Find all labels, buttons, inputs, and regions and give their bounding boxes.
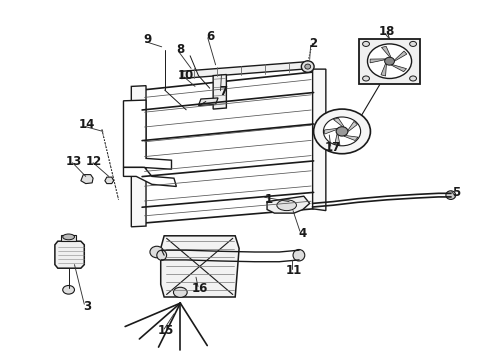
Text: 17: 17	[325, 141, 342, 154]
Ellipse shape	[63, 234, 74, 240]
Text: 6: 6	[207, 30, 215, 42]
Bar	[61, 235, 76, 241]
Ellipse shape	[314, 109, 370, 154]
Polygon shape	[391, 64, 407, 72]
Polygon shape	[348, 121, 357, 131]
Polygon shape	[381, 63, 387, 76]
Polygon shape	[81, 175, 93, 184]
Text: 9: 9	[144, 33, 152, 46]
Ellipse shape	[157, 250, 167, 260]
Ellipse shape	[446, 191, 456, 199]
Polygon shape	[123, 100, 172, 169]
Polygon shape	[181, 62, 304, 78]
Polygon shape	[324, 129, 337, 134]
Polygon shape	[105, 177, 114, 184]
Polygon shape	[213, 75, 226, 109]
Text: 16: 16	[192, 282, 208, 294]
Text: 10: 10	[178, 69, 195, 82]
Ellipse shape	[363, 41, 369, 46]
Text: 15: 15	[157, 324, 174, 337]
Text: 12: 12	[86, 155, 102, 168]
Ellipse shape	[305, 64, 311, 69]
Ellipse shape	[173, 287, 187, 297]
Polygon shape	[198, 98, 218, 105]
Text: 18: 18	[379, 25, 395, 38]
Ellipse shape	[410, 76, 416, 81]
Text: 7: 7	[219, 85, 227, 98]
Ellipse shape	[150, 246, 164, 258]
Text: 14: 14	[79, 118, 96, 131]
Ellipse shape	[293, 249, 305, 261]
Polygon shape	[142, 72, 314, 223]
Polygon shape	[161, 236, 239, 297]
Ellipse shape	[385, 57, 394, 65]
Text: 2: 2	[310, 37, 318, 50]
Text: 1: 1	[265, 193, 272, 206]
Text: 4: 4	[299, 227, 307, 240]
Ellipse shape	[301, 61, 314, 72]
Text: 11: 11	[286, 264, 302, 276]
Bar	[359, 39, 420, 84]
Polygon shape	[123, 167, 176, 186]
Polygon shape	[313, 69, 326, 211]
Text: 8: 8	[176, 43, 184, 56]
Text: 5: 5	[452, 186, 460, 199]
Polygon shape	[335, 134, 340, 145]
Ellipse shape	[410, 41, 416, 46]
Text: 3: 3	[83, 300, 91, 313]
Ellipse shape	[63, 285, 74, 294]
Polygon shape	[267, 196, 310, 213]
Ellipse shape	[277, 200, 296, 211]
Polygon shape	[382, 46, 391, 58]
Polygon shape	[55, 241, 84, 268]
Ellipse shape	[368, 44, 412, 78]
Polygon shape	[394, 51, 407, 61]
Ellipse shape	[363, 76, 369, 81]
Text: 13: 13	[65, 155, 82, 168]
Polygon shape	[333, 118, 344, 127]
Ellipse shape	[336, 127, 348, 136]
Polygon shape	[131, 86, 146, 227]
Polygon shape	[370, 59, 386, 63]
Polygon shape	[344, 135, 358, 140]
Ellipse shape	[323, 117, 361, 146]
